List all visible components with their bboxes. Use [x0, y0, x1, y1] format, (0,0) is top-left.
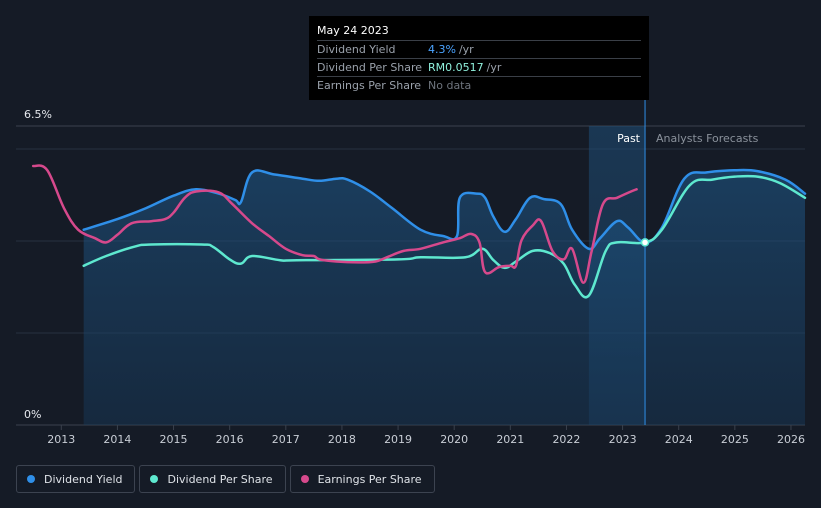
x-tick-label: 2021: [496, 433, 524, 446]
legend-label: Dividend Per Share: [167, 472, 273, 486]
legend-item-earnings-per-share[interactable]: Earnings Per Share: [289, 465, 435, 493]
x-tick-label: 2019: [384, 433, 412, 446]
legend-dot-icon: [300, 475, 309, 483]
tooltip-value: RM0.0517: [428, 61, 484, 74]
tooltip-unit: /yr: [458, 43, 474, 56]
x-tick-label: 2017: [272, 433, 300, 446]
x-tick-label: 2026: [777, 433, 805, 446]
tooltip-value: No data: [428, 79, 472, 92]
x-tick-label: 2020: [440, 433, 468, 446]
x-tick-label: 2016: [216, 433, 244, 446]
tooltip: May 24 2023 Dividend Yield 4.3% /yr Divi…: [309, 16, 649, 100]
legend-label: Dividend Yield: [44, 472, 123, 486]
series-line-earnings-per-share: [31, 164, 638, 285]
y-min-label: 0%: [24, 408, 41, 421]
tooltip-label: Dividend Per Share: [317, 61, 423, 74]
tooltip-date: May 24 2023: [317, 24, 389, 37]
legend-label: Earnings Per Share: [317, 472, 422, 486]
y-max-label: 6.5%: [24, 108, 52, 121]
legend-item-dividend-per-share[interactable]: Dividend Per Share: [139, 465, 286, 493]
legend-dot-icon: [150, 475, 159, 483]
tooltip-row-earnings-per-share: Earnings Per Share No data: [317, 76, 641, 94]
x-tick-label: 2018: [328, 433, 356, 446]
forecast-label: Analysts Forecasts: [656, 132, 759, 145]
tooltip-label: Earnings Per Share: [317, 79, 422, 92]
tooltip-row-dividend-per-share: Dividend Per Share RM0.0517 /yr: [317, 58, 641, 76]
legend-dot-icon: [27, 475, 35, 483]
tooltip-unit: /yr: [486, 61, 502, 74]
series-line-dividend-per-share: [82, 174, 807, 299]
tooltip-row-dividend-yield: Dividend Yield 4.3% /yr: [317, 40, 641, 58]
past-label: Past: [617, 132, 641, 145]
x-tick-label: 2013: [47, 433, 75, 446]
x-tick-label: 2023: [609, 433, 637, 446]
dividend-yield-area: [83, 169, 805, 425]
x-tick-label: 2024: [665, 433, 693, 446]
legend-item-dividend-yield[interactable]: Dividend Yield: [16, 465, 136, 493]
x-tick-label: 2022: [552, 433, 580, 446]
tooltip-label: Dividend Yield: [317, 43, 396, 56]
x-tick-label: 2015: [160, 433, 188, 446]
marker-dividend-per-share: [640, 238, 650, 247]
tooltip-value: 4.3%: [428, 43, 456, 56]
legend: Dividend Yield Dividend Per Share Earnin…: [16, 465, 435, 493]
x-tick-label: 2025: [721, 433, 749, 446]
x-tick-label: 2014: [103, 433, 131, 446]
